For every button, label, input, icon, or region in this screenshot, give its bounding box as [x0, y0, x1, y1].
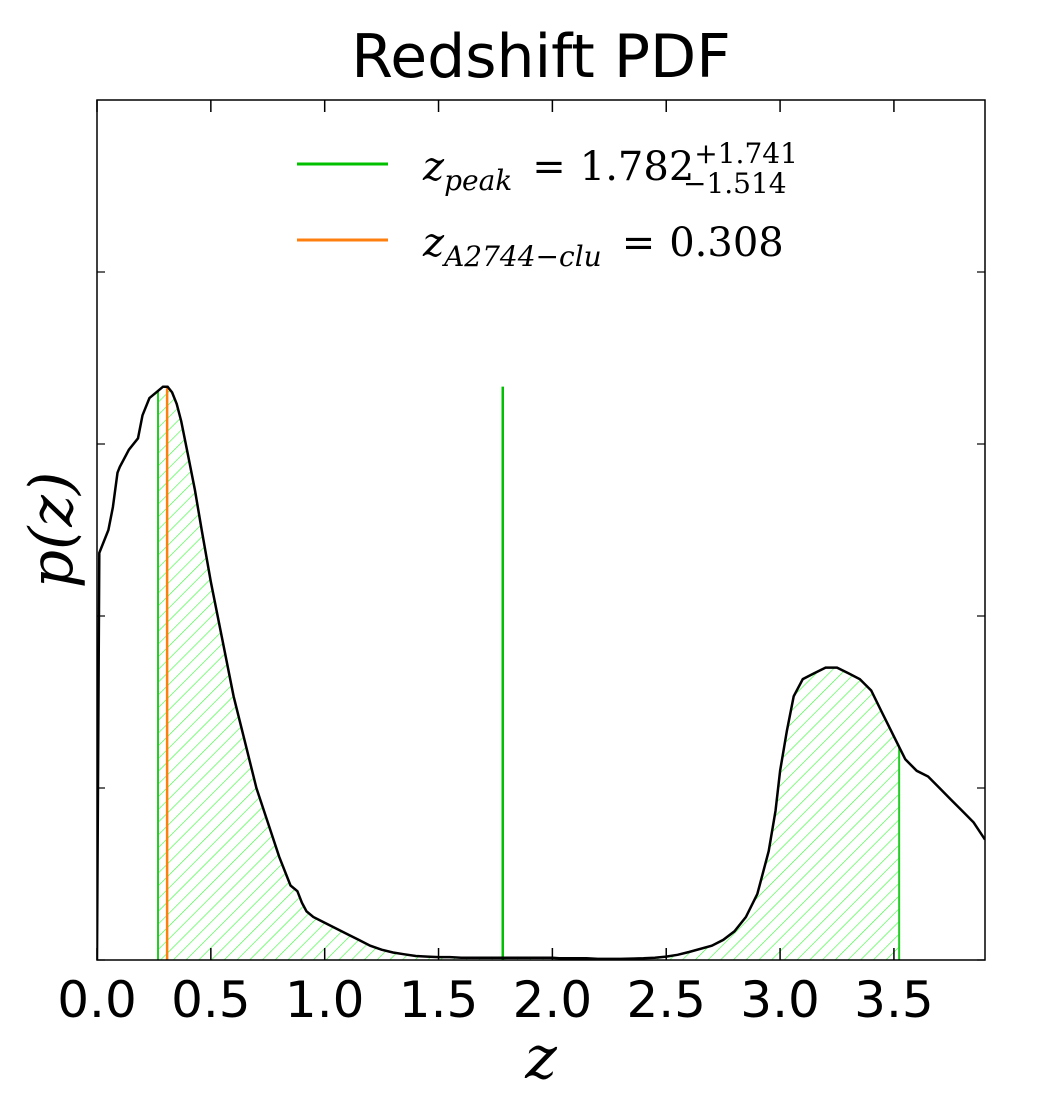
legend-label-z-cluster: zA2744−clu = 0.308 — [422, 220, 784, 273]
legend-label-z-peak: zpeak = 1.782+1.741 −1.514 — [422, 137, 798, 200]
legend-lower-error: −1.514 — [683, 167, 787, 200]
legend-z-subscript: A2744−clu — [441, 240, 602, 273]
legend-equals: = — [622, 220, 656, 266]
x-tick-label: 2.5 — [626, 971, 706, 1029]
x-tick-label: 1.0 — [285, 971, 365, 1029]
x-tick-label: 0.5 — [171, 971, 251, 1029]
legend-cluster-value: 0.308 — [669, 220, 784, 266]
x-axis-label: z — [524, 1023, 557, 1093]
chart-title: Redshift PDF — [351, 22, 731, 92]
legend-peak-value: 1.782 — [580, 144, 695, 190]
x-tick-label: 1.5 — [399, 971, 479, 1029]
legend-z-symbol: z — [422, 220, 445, 266]
plot-area — [97, 387, 985, 960]
x-tick-label: 2.0 — [513, 971, 593, 1029]
legend-z-subscript: peak — [444, 164, 512, 197]
legend: zpeak = 1.782+1.741 −1.514 zA2744−clu = 0.308 — [297, 137, 798, 273]
legend-equals: = — [532, 144, 566, 190]
x-tick-label: 3.0 — [740, 971, 820, 1029]
x-tick-label: 0.0 — [57, 971, 137, 1029]
hatched-interval-region — [158, 387, 899, 960]
legend-z-symbol: z — [422, 144, 445, 190]
legend-upper-error: +1.741 — [694, 137, 798, 170]
y-axis-label: p(z) — [17, 472, 87, 589]
x-tick-label: 3.5 — [854, 971, 934, 1029]
